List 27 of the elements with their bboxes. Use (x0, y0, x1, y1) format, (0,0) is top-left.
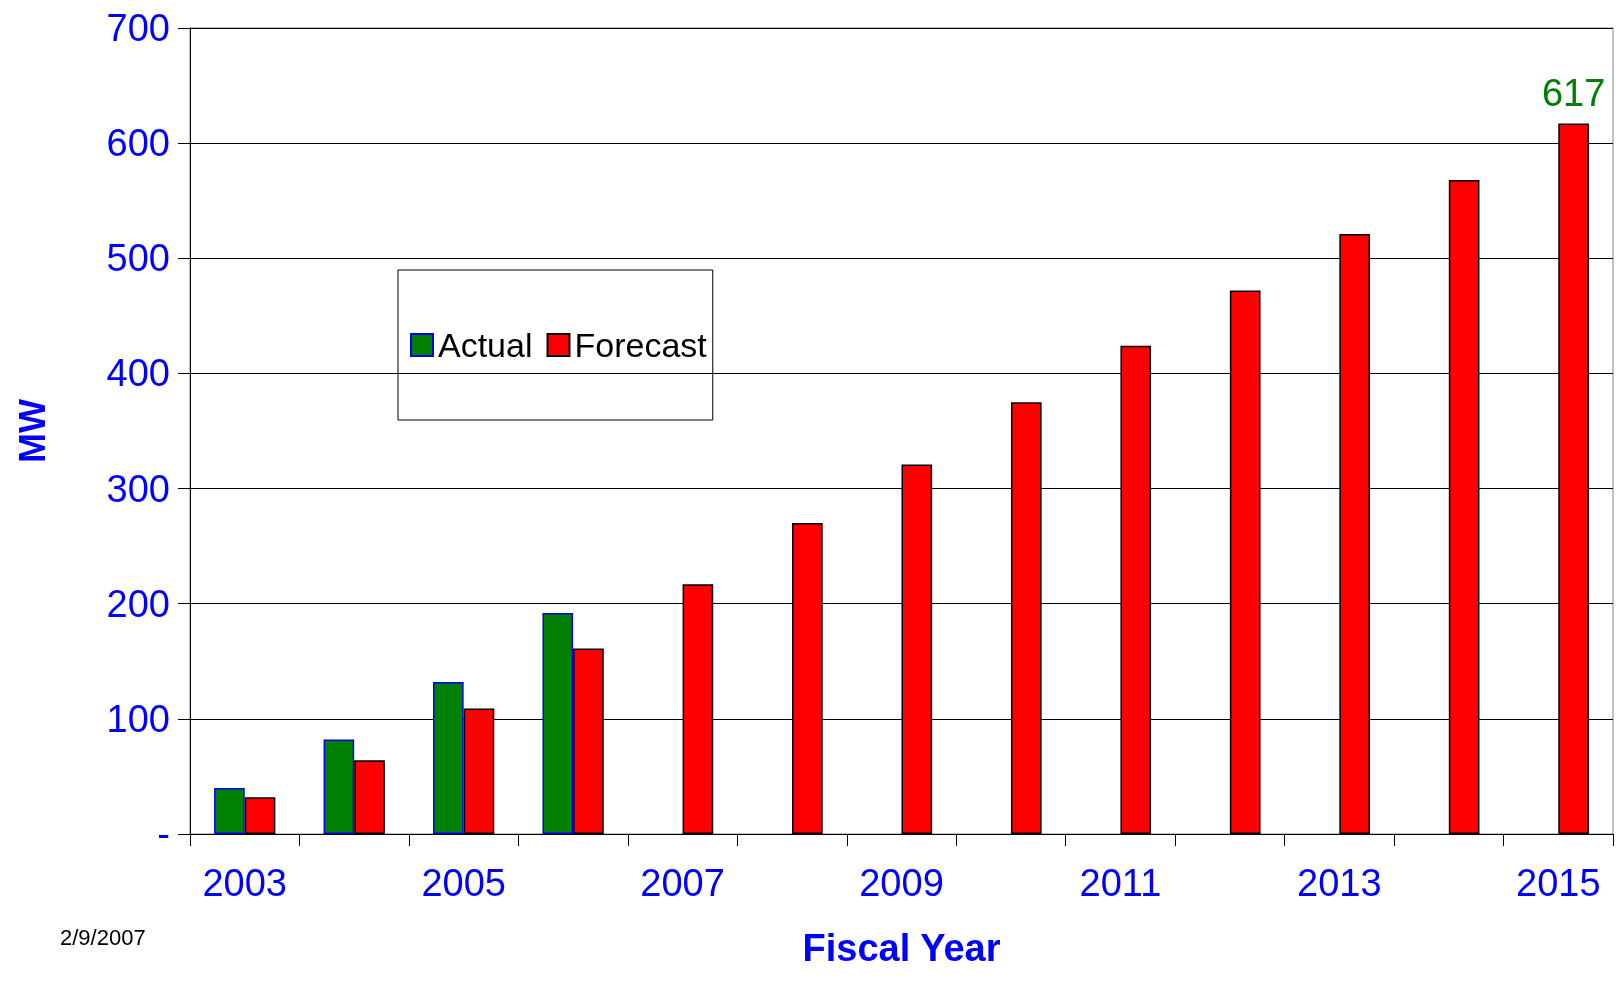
bar (214, 787, 245, 834)
y-tick-label: 600 (106, 122, 170, 165)
bar (323, 739, 355, 834)
x-axis-title: Fiscal Year (802, 927, 1001, 969)
y-tick-label: 700 (106, 7, 170, 49)
bar (433, 682, 464, 834)
y-axis-title: MW (11, 399, 53, 463)
text: 2/9/2007 (60, 924, 146, 950)
bar (354, 760, 385, 834)
x-tick-label: 2015 (1516, 862, 1601, 904)
bar (542, 612, 574, 834)
y-tick-label: 300 (106, 467, 170, 510)
y-tick-label: 200 (106, 582, 170, 625)
x-tick-label: 2013 (1297, 862, 1382, 904)
bar (244, 797, 276, 834)
y-tick-label: 400 (106, 352, 170, 395)
legend-label: Actual (438, 326, 533, 364)
y-tick-label: 500 (106, 237, 170, 280)
data-label: 617 (1541, 71, 1606, 114)
x-tick-label: 2011 (1079, 862, 1162, 904)
x-tick-label: 2005 (421, 862, 506, 904)
x-tick-label: 2007 (640, 862, 725, 904)
y-tick-label: - (157, 813, 170, 855)
legend-label: Forecast (574, 326, 708, 364)
x-tick-label: 2009 (859, 862, 944, 904)
y-tick-label: 100 (106, 697, 170, 740)
x-tick-label: 2003 (202, 862, 287, 904)
